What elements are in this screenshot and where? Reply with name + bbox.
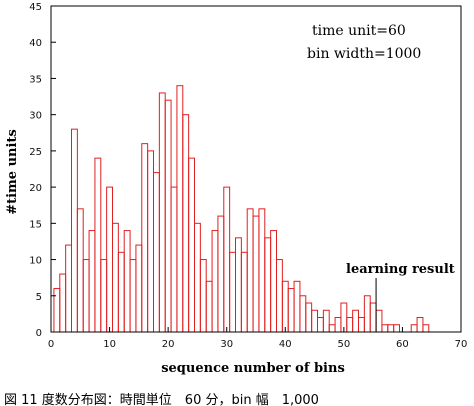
- bar: [317, 317, 324, 333]
- bar: [129, 259, 137, 333]
- y-tick-label: 20: [29, 183, 42, 194]
- bar: [287, 288, 295, 333]
- bar: [393, 324, 400, 333]
- x-tick-label: 20: [162, 339, 175, 350]
- y-tick-label: 15: [29, 219, 42, 230]
- x-tick-label: 40: [279, 339, 292, 350]
- bar: [352, 309, 359, 333]
- bar: [117, 251, 125, 333]
- bar: [141, 143, 149, 333]
- bar: [158, 92, 166, 333]
- bar: [194, 222, 201, 333]
- bar: [211, 230, 219, 333]
- y-tick-label: 45: [29, 2, 42, 13]
- bar: [217, 215, 225, 333]
- bar: [281, 280, 289, 333]
- y-tick-label: 0: [36, 328, 42, 339]
- bar: [106, 186, 114, 333]
- bar: [363, 295, 371, 333]
- bar: [112, 222, 119, 333]
- bar: [387, 324, 395, 333]
- x-tick-label: 0: [48, 339, 54, 350]
- plot-frame: [50, 5, 462, 333]
- bar: [305, 302, 313, 333]
- y-tick-label: 30: [29, 111, 42, 122]
- bar: [164, 99, 172, 333]
- y-tick-label: 10: [29, 256, 42, 267]
- bar: [65, 244, 73, 333]
- bar: [276, 259, 283, 333]
- bar: [223, 186, 231, 333]
- bar: [322, 309, 330, 333]
- bar: [328, 324, 336, 333]
- bar: [358, 317, 365, 333]
- x-tick-label: 50: [337, 339, 350, 350]
- bar: [311, 309, 318, 333]
- bar: [375, 309, 383, 333]
- bar: [235, 237, 242, 333]
- bar: [246, 208, 254, 333]
- bar: [264, 237, 272, 333]
- y-axis-label: #time units: [5, 129, 20, 215]
- bar: [135, 244, 143, 333]
- bar: [53, 288, 61, 333]
- bar: [182, 114, 190, 333]
- bar: [71, 128, 78, 333]
- bar: [94, 157, 102, 333]
- bar: [334, 317, 342, 333]
- bar: [153, 172, 160, 333]
- bar: [422, 324, 430, 333]
- y-tick-label: 25: [29, 147, 42, 158]
- y-tick-label: 5: [36, 292, 42, 303]
- annotation-learning-result: learning result: [346, 262, 455, 277]
- x-tick-label: 10: [103, 339, 116, 350]
- bar: [416, 317, 424, 333]
- bar: [229, 251, 236, 333]
- bar: [299, 295, 307, 333]
- x-axis-label: sequence number of bins: [161, 361, 345, 376]
- bar: [170, 186, 178, 333]
- bar: [258, 208, 266, 333]
- bar: [240, 251, 248, 333]
- axis-ticks: 0 10 20 30 40 50 60 70 0 5 10 15 20 25 30 35 40 45: [29, 2, 467, 350]
- x-tick-label: 60: [396, 339, 409, 350]
- bar: [369, 302, 377, 333]
- bar: [82, 259, 90, 333]
- bar: [199, 259, 207, 333]
- bar: [88, 230, 96, 333]
- bar: [59, 273, 67, 333]
- bar: [76, 208, 84, 333]
- bar: [147, 150, 154, 333]
- x-tick-label: 30: [220, 339, 233, 350]
- bar: [293, 280, 301, 333]
- bar: [252, 215, 260, 333]
- bar: [381, 324, 389, 333]
- bar: [410, 324, 418, 333]
- bars-group: [53, 85, 430, 333]
- y-tick-label: 35: [29, 74, 42, 85]
- bar: [176, 85, 184, 333]
- bar: [205, 280, 213, 333]
- annotation-time-unit: time unit=60: [312, 23, 406, 39]
- chart-plot: 0 10 20 30 40 50 60 70 0 5 10 15 20 25 30 35 40 45 sequen…: [5, 2, 467, 376]
- figure-caption: 図 11 度数分布図：時間単位 60 分，bin 幅 1,000: [4, 393, 319, 406]
- bar: [100, 259, 108, 333]
- bar: [270, 230, 277, 333]
- bar: [188, 157, 195, 333]
- x-tick-label: 70: [455, 339, 468, 350]
- annotation-bin-width: bin width=1000: [307, 46, 421, 62]
- bar: [123, 230, 131, 333]
- y-tick-label: 40: [29, 38, 42, 49]
- bar: [346, 317, 354, 333]
